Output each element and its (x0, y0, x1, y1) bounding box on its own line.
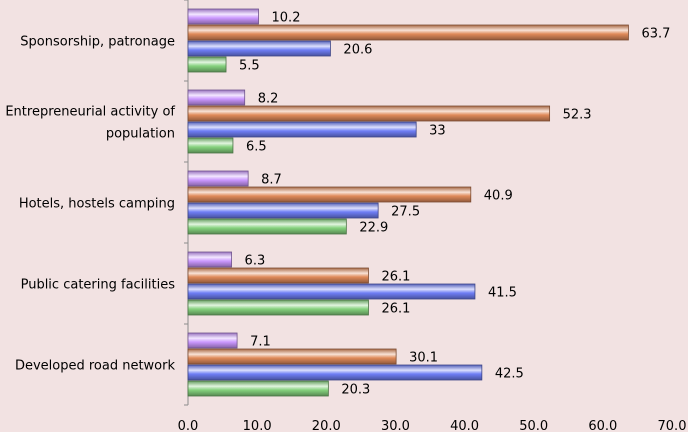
data-label: 52.3 (563, 108, 592, 123)
x-tick-label: 60.0 (588, 419, 617, 432)
bar-series-green (187, 380, 329, 397)
data-label: 40.9 (484, 189, 513, 204)
data-label: 6.3 (245, 254, 266, 269)
category-label: Entrepreneurial activity of population (5, 105, 175, 142)
data-label: 10.2 (272, 11, 301, 26)
data-label: 26.1 (381, 270, 410, 285)
x-tick-label: 40.0 (450, 419, 479, 432)
x-tick-label: 20.0 (312, 419, 341, 432)
data-label: 8.7 (261, 173, 282, 188)
category-label: Sponsorship, patronage (20, 35, 175, 50)
data-label: 33 (429, 124, 446, 139)
bar-series-orange (187, 24, 629, 41)
x-tick-label: 0.0 (178, 419, 199, 432)
x-tick-label: 50.0 (519, 419, 548, 432)
axes-layer (184, 0, 189, 406)
bar-series-violet (187, 251, 232, 268)
data-label: 7.1 (250, 335, 271, 350)
bar-series-orange (187, 267, 369, 284)
data-label: 63.7 (641, 27, 670, 42)
category-label: Public catering facilities (21, 278, 176, 293)
data-label: 27.5 (391, 205, 420, 220)
category-label: Hotels, hostels camping (19, 197, 175, 212)
data-label: 6.5 (246, 140, 267, 155)
data-label: 26.1 (381, 302, 410, 317)
labels-layer: 0.0 10.0 20.0 30.0 40.0 50.0 60.0 70.0 Sponsorsh… (5, 11, 686, 432)
bar-series-violet (187, 170, 249, 187)
data-label: 20.6 (343, 43, 372, 58)
data-label: 22.9 (359, 221, 388, 236)
data-label: 41.5 (488, 286, 517, 301)
bar-series-blue (187, 283, 476, 300)
bar-series-green (187, 299, 369, 316)
bar-series-violet (187, 89, 246, 106)
x-tick-label: 10.0 (243, 419, 272, 432)
bar-series-blue (187, 364, 483, 381)
x-tick-label: 30.0 (381, 419, 410, 432)
bar-series-violet (187, 332, 238, 349)
data-label: 30.1 (409, 351, 438, 366)
data-label: 20.3 (341, 383, 370, 398)
data-label: 42.5 (495, 367, 524, 382)
bars-layer (187, 8, 629, 397)
bar-series-green (187, 56, 227, 73)
bar-series-blue (187, 40, 331, 57)
bar-series-orange (187, 186, 472, 203)
bar-series-green (187, 218, 347, 235)
bar-series-orange (187, 105, 551, 122)
category-label: Developed road network (15, 359, 176, 374)
bar-series-green (187, 137, 234, 154)
bar-series-orange (187, 348, 397, 365)
bar-series-blue (187, 202, 379, 219)
x-tick-label: 70.0 (658, 419, 687, 432)
data-label: 5.5 (239, 59, 260, 74)
bar-series-blue (187, 121, 417, 138)
data-label: 8.2 (258, 92, 279, 107)
bar-series-violet (187, 8, 259, 25)
